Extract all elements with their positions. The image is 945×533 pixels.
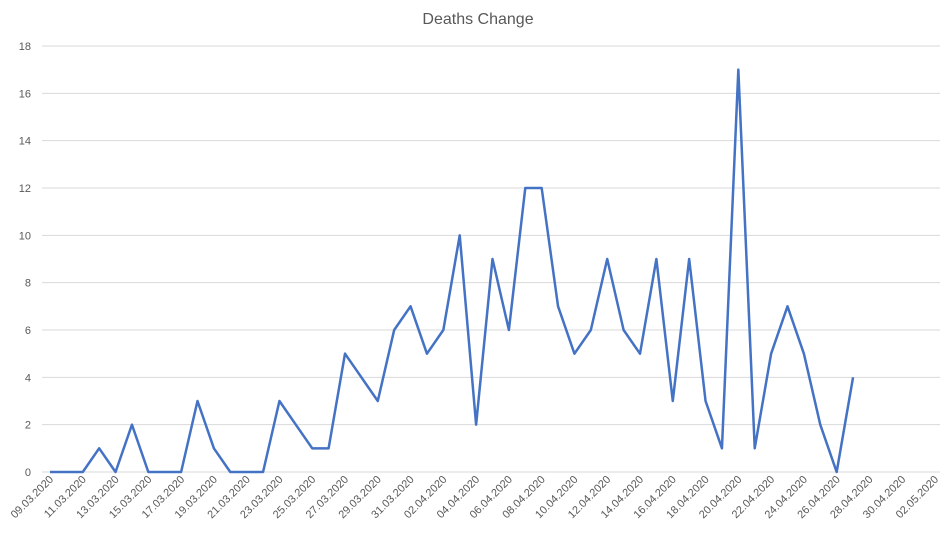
line-series (50, 68, 855, 474)
y-tick-label: 18 (19, 41, 31, 53)
y-tick-label: 2 (25, 420, 31, 432)
y-tick-label: 14 (19, 136, 31, 148)
chart-title: Deaths Change (422, 11, 533, 28)
y-tick-label: 12 (19, 183, 31, 195)
y-tick-label: 0 (25, 467, 31, 479)
y-tick-label: 6 (25, 325, 31, 337)
y-tick-label: 16 (19, 88, 31, 100)
y-tick-label: 8 (25, 278, 31, 290)
y-tick-label: 4 (25, 372, 31, 384)
y-tick-label: 10 (19, 230, 31, 242)
